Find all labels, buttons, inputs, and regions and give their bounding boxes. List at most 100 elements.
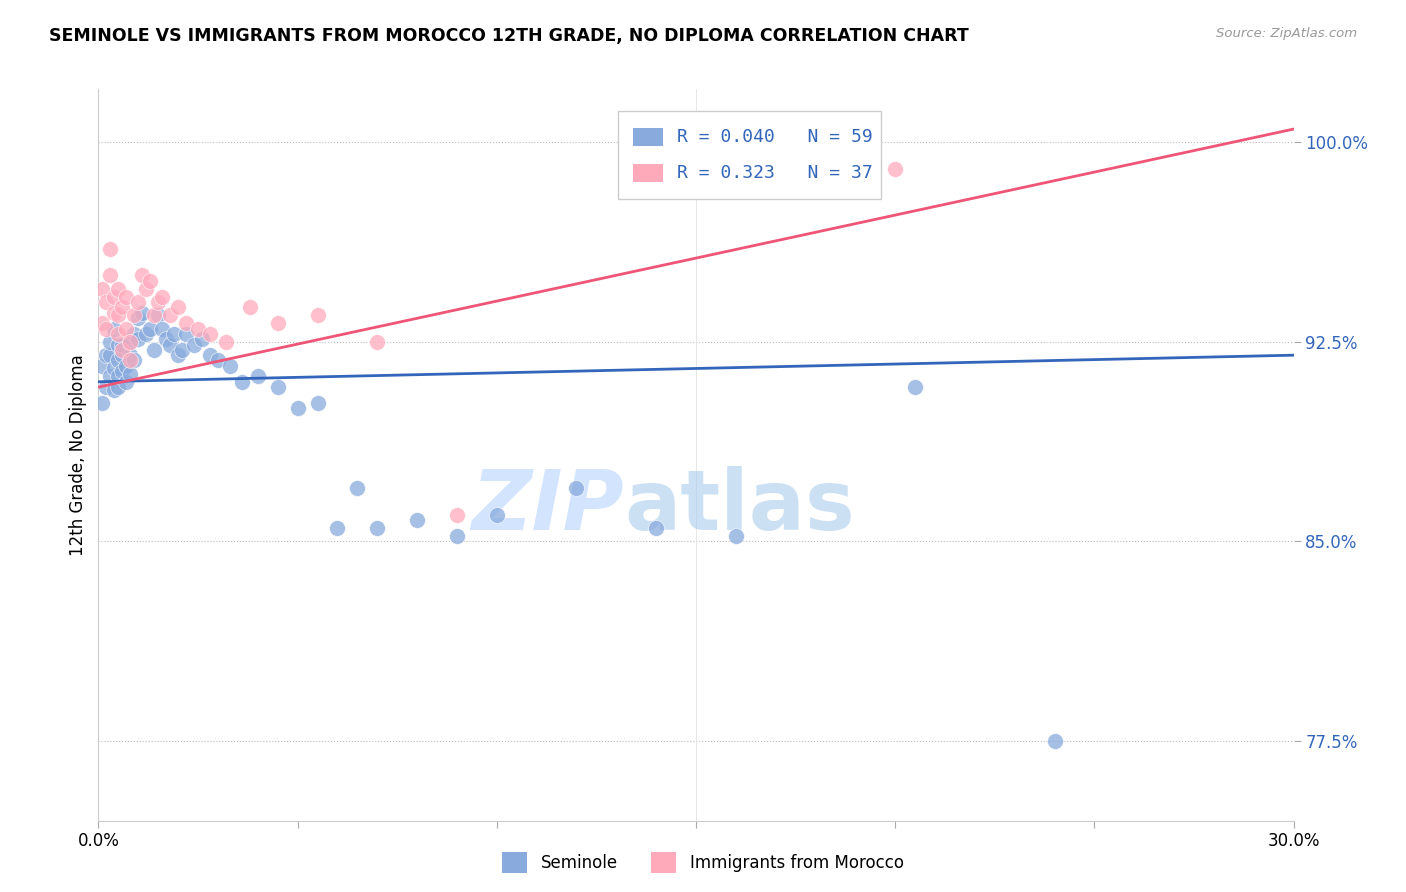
Point bbox=[307, 308, 329, 322]
Point bbox=[127, 332, 149, 346]
Point bbox=[148, 295, 170, 310]
Point bbox=[96, 295, 118, 310]
Point bbox=[485, 508, 508, 522]
Point bbox=[183, 337, 205, 351]
Point bbox=[150, 321, 173, 335]
Point bbox=[326, 521, 349, 535]
Point bbox=[155, 332, 177, 346]
Point bbox=[131, 268, 153, 283]
Point bbox=[107, 337, 129, 351]
Point bbox=[406, 513, 429, 527]
Text: R = 0.323   N = 37: R = 0.323 N = 37 bbox=[676, 164, 873, 182]
Point bbox=[143, 343, 166, 357]
Point bbox=[96, 380, 118, 394]
Point bbox=[174, 326, 197, 341]
FancyBboxPatch shape bbox=[633, 164, 662, 183]
Point bbox=[120, 334, 142, 349]
Point bbox=[115, 290, 138, 304]
Point bbox=[107, 308, 129, 322]
Point bbox=[111, 364, 134, 378]
Point bbox=[231, 375, 253, 389]
Point bbox=[115, 359, 138, 373]
Point bbox=[446, 529, 468, 543]
Point bbox=[904, 380, 927, 394]
Point bbox=[167, 301, 190, 315]
Point bbox=[98, 334, 122, 349]
Point bbox=[143, 308, 166, 322]
Point bbox=[103, 361, 125, 376]
Point bbox=[150, 290, 173, 304]
Point bbox=[139, 274, 162, 288]
Point bbox=[127, 310, 149, 325]
Point bbox=[120, 367, 142, 381]
Point bbox=[724, 529, 747, 543]
Text: ZIP: ZIP bbox=[471, 466, 624, 547]
Point bbox=[124, 326, 146, 341]
Point bbox=[198, 326, 221, 341]
Point bbox=[120, 353, 142, 368]
Point bbox=[135, 282, 157, 296]
Point bbox=[96, 321, 118, 335]
Point bbox=[124, 308, 146, 322]
Point bbox=[884, 161, 907, 176]
Point bbox=[191, 332, 214, 346]
Point bbox=[98, 369, 122, 384]
Point bbox=[107, 380, 129, 394]
Point bbox=[565, 481, 588, 495]
Point bbox=[267, 316, 290, 330]
Point bbox=[148, 308, 170, 322]
Point bbox=[187, 321, 209, 335]
Point bbox=[239, 301, 262, 315]
Point bbox=[207, 353, 229, 368]
Text: SEMINOLE VS IMMIGRANTS FROM MOROCCO 12TH GRADE, NO DIPLOMA CORRELATION CHART: SEMINOLE VS IMMIGRANTS FROM MOROCCO 12TH… bbox=[49, 27, 969, 45]
Point bbox=[91, 316, 114, 330]
FancyBboxPatch shape bbox=[619, 112, 882, 199]
Point bbox=[366, 521, 388, 535]
Point bbox=[115, 375, 138, 389]
Point bbox=[107, 369, 129, 384]
FancyBboxPatch shape bbox=[633, 128, 662, 146]
Point bbox=[111, 301, 134, 315]
Point bbox=[98, 268, 122, 283]
Point bbox=[120, 348, 142, 362]
Point bbox=[98, 242, 122, 256]
Point bbox=[172, 343, 194, 357]
Point bbox=[91, 396, 114, 410]
Point bbox=[107, 282, 129, 296]
Point bbox=[120, 334, 142, 349]
Text: atlas: atlas bbox=[624, 466, 855, 547]
Point bbox=[174, 316, 197, 330]
Point bbox=[103, 290, 125, 304]
Y-axis label: 12th Grade, No Diploma: 12th Grade, No Diploma bbox=[69, 354, 87, 556]
Point bbox=[139, 321, 162, 335]
Point bbox=[135, 326, 157, 341]
Text: R = 0.040   N = 59: R = 0.040 N = 59 bbox=[676, 128, 873, 145]
Point bbox=[124, 353, 146, 368]
Point bbox=[1043, 734, 1066, 748]
Point bbox=[107, 353, 129, 368]
Point bbox=[366, 334, 388, 349]
Point bbox=[103, 321, 125, 335]
Point bbox=[446, 508, 468, 522]
Point bbox=[215, 334, 238, 349]
Point bbox=[103, 383, 125, 397]
Point bbox=[91, 359, 114, 373]
Point bbox=[163, 326, 186, 341]
Point bbox=[346, 481, 368, 495]
Point bbox=[307, 396, 329, 410]
Point bbox=[111, 337, 134, 351]
Point bbox=[167, 348, 190, 362]
Point bbox=[91, 282, 114, 296]
Point bbox=[219, 359, 242, 373]
Text: Source: ZipAtlas.com: Source: ZipAtlas.com bbox=[1216, 27, 1357, 40]
Legend: Seminole, Immigrants from Morocco: Seminole, Immigrants from Morocco bbox=[496, 846, 910, 880]
Point bbox=[198, 348, 221, 362]
Point bbox=[246, 369, 269, 384]
Point bbox=[111, 348, 134, 362]
Point bbox=[131, 305, 153, 319]
Point bbox=[115, 321, 138, 335]
Point bbox=[98, 348, 122, 362]
Point bbox=[159, 308, 181, 322]
Point bbox=[645, 521, 668, 535]
Point bbox=[103, 305, 125, 319]
